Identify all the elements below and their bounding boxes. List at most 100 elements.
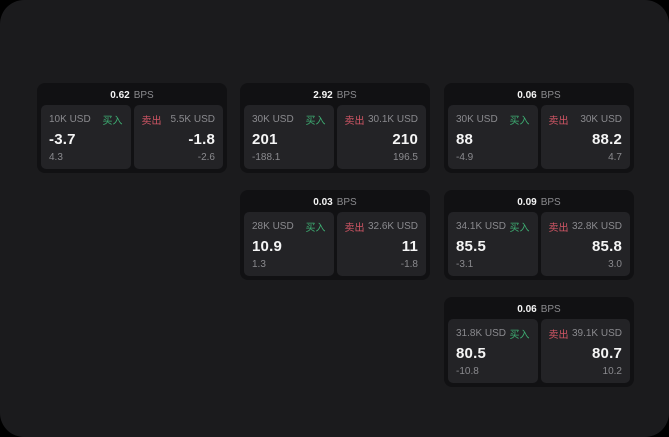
sell-label: 卖出 bbox=[548, 116, 569, 127]
sell-tile[interactable]: 卖出 30.1K USD 210 196.5 bbox=[336, 105, 426, 169]
quote-card: 0.06 BPS 30K USD 买入 88 -4.9 卖出 30K USD 8… bbox=[444, 83, 634, 173]
buy-tile[interactable]: 10K USD 买入 -3.7 4.3 bbox=[41, 105, 131, 169]
spread-unit-label: BPS bbox=[336, 197, 357, 208]
buy-label: 买入 bbox=[305, 223, 326, 234]
buy-label: 买入 bbox=[509, 223, 530, 234]
buy-delta: -3.1 bbox=[456, 259, 474, 270]
sell-tile-top: 卖出 32.8K USD bbox=[549, 219, 623, 234]
buy-delta: -188.1 bbox=[252, 152, 281, 163]
buy-price: 10.9 bbox=[252, 238, 282, 255]
buy-tile[interactable]: 28K USD 买入 10.9 1.3 bbox=[244, 212, 334, 276]
spread-value: 0.09 bbox=[517, 197, 537, 208]
quote-card-body: 30K USD 买入 88 -4.9 卖出 30K USD 88.2 4.7 bbox=[448, 105, 630, 169]
spread-value: 0.03 bbox=[313, 197, 333, 208]
spread-header: 2.92 BPS bbox=[244, 87, 426, 104]
spread-unit-label: BPS bbox=[540, 90, 561, 101]
buy-delta: 1.3 bbox=[252, 259, 266, 270]
sell-tile-top: 卖出 30K USD bbox=[549, 112, 623, 127]
sell-delta: 10.2 bbox=[602, 366, 622, 377]
buy-amount: 10K USD bbox=[49, 114, 91, 125]
quote-card: 0.09 BPS 34.1K USD 买入 85.5 -3.1 卖出 32.8K… bbox=[444, 190, 634, 280]
spread-value: 0.06 bbox=[517, 304, 537, 315]
buy-tile[interactable]: 30K USD 买入 201 -188.1 bbox=[244, 105, 334, 169]
buy-price: 85.5 bbox=[456, 238, 486, 255]
buy-amount: 31.8K USD bbox=[456, 328, 507, 339]
sell-price: -1.8 bbox=[188, 131, 215, 148]
buy-tile-top: 34.1K USD 买入 bbox=[456, 219, 530, 234]
sell-amount: 5.5K USD bbox=[170, 114, 215, 125]
sell-tile-top: 卖出 30.1K USD bbox=[345, 112, 419, 127]
buy-delta: -10.8 bbox=[456, 366, 479, 377]
sell-price: 210 bbox=[392, 131, 418, 148]
sell-price: 11 bbox=[401, 238, 418, 255]
quote-card-body: 34.1K USD 买入 85.5 -3.1 卖出 32.8K USD 85.8… bbox=[448, 212, 630, 276]
buy-tile[interactable]: 30K USD 买入 88 -4.9 bbox=[448, 105, 538, 169]
buy-label: 买入 bbox=[102, 116, 123, 127]
sell-delta: 3.0 bbox=[608, 259, 622, 270]
buy-price: 80.5 bbox=[456, 345, 486, 362]
sell-delta: 4.7 bbox=[608, 152, 622, 163]
sell-tile-top: 卖出 39.1K USD bbox=[549, 326, 623, 341]
spread-unit-label: BPS bbox=[133, 90, 154, 101]
buy-amount: 30K USD bbox=[456, 114, 498, 125]
sell-delta: -1.8 bbox=[400, 259, 418, 270]
sell-tile-top: 卖出 32.6K USD bbox=[345, 219, 419, 234]
sell-label: 卖出 bbox=[344, 116, 365, 127]
buy-price: 88 bbox=[456, 131, 474, 148]
buy-tile-top: 30K USD 买入 bbox=[456, 112, 530, 127]
sell-label: 卖出 bbox=[548, 223, 569, 234]
buy-tile-top: 28K USD 买入 bbox=[252, 219, 326, 234]
sell-delta: -2.6 bbox=[197, 152, 215, 163]
sell-amount: 32.8K USD bbox=[571, 221, 622, 232]
spread-header: 0.09 BPS bbox=[448, 194, 630, 211]
sell-amount: 32.6K USD bbox=[367, 221, 418, 232]
spread-header: 0.06 BPS bbox=[448, 301, 630, 318]
sell-tile[interactable]: 卖出 32.6K USD 11 -1.8 bbox=[336, 212, 426, 276]
buy-label: 买入 bbox=[509, 330, 530, 341]
buy-label: 买入 bbox=[509, 116, 530, 127]
quote-card: 0.03 BPS 28K USD 买入 10.9 1.3 卖出 32.6K US… bbox=[240, 190, 430, 280]
sell-price: 85.8 bbox=[592, 238, 622, 255]
quote-card: 2.92 BPS 30K USD 买入 201 -188.1 卖出 30.1K … bbox=[240, 83, 430, 173]
sell-amount: 30.1K USD bbox=[367, 114, 418, 125]
buy-tile-top: 31.8K USD 买入 bbox=[456, 326, 530, 341]
sell-tile[interactable]: 卖出 32.8K USD 85.8 3.0 bbox=[540, 212, 630, 276]
quote-card-body: 30K USD 买入 201 -188.1 卖出 30.1K USD 210 1… bbox=[244, 105, 426, 169]
buy-tile-top: 30K USD 买入 bbox=[252, 112, 326, 127]
buy-label: 买入 bbox=[305, 116, 326, 127]
sell-amount: 30K USD bbox=[580, 114, 622, 125]
buy-amount: 30K USD bbox=[252, 114, 294, 125]
spread-unit-label: BPS bbox=[540, 197, 561, 208]
quote-card-body: 10K USD 买入 -3.7 4.3 卖出 5.5K USD -1.8 -2.… bbox=[41, 105, 223, 169]
spread-header: 0.62 BPS bbox=[41, 87, 223, 104]
buy-delta: -4.9 bbox=[456, 152, 474, 163]
quote-card: 0.06 BPS 31.8K USD 买入 80.5 -10.8 卖出 39.1… bbox=[444, 297, 634, 387]
sell-amount: 39.1K USD bbox=[571, 328, 622, 339]
sell-label: 卖出 bbox=[141, 116, 162, 127]
buy-tile[interactable]: 31.8K USD 买入 80.5 -10.8 bbox=[448, 319, 538, 383]
buy-price: 201 bbox=[252, 131, 278, 148]
sell-tile[interactable]: 卖出 30K USD 88.2 4.7 bbox=[540, 105, 630, 169]
buy-amount: 28K USD bbox=[252, 221, 294, 232]
quote-card-body: 31.8K USD 买入 80.5 -10.8 卖出 39.1K USD 80.… bbox=[448, 319, 630, 383]
quote-card-body: 28K USD 买入 10.9 1.3 卖出 32.6K USD 11 -1.8 bbox=[244, 212, 426, 276]
sell-tile[interactable]: 卖出 5.5K USD -1.8 -2.6 bbox=[133, 105, 223, 169]
sell-tile-top: 卖出 5.5K USD bbox=[142, 112, 216, 127]
sell-delta: 196.5 bbox=[392, 152, 418, 163]
buy-price: -3.7 bbox=[49, 131, 76, 148]
spread-value: 2.92 bbox=[313, 90, 333, 101]
buy-tile[interactable]: 34.1K USD 买入 85.5 -3.1 bbox=[448, 212, 538, 276]
sell-tile[interactable]: 卖出 39.1K USD 80.7 10.2 bbox=[540, 319, 630, 383]
buy-delta: 4.3 bbox=[49, 152, 63, 163]
sell-label: 卖出 bbox=[344, 223, 365, 234]
quote-card: 0.62 BPS 10K USD 买入 -3.7 4.3 卖出 5.5K USD… bbox=[37, 83, 227, 173]
spread-unit-label: BPS bbox=[336, 90, 357, 101]
spread-header: 0.03 BPS bbox=[244, 194, 426, 211]
spread-header: 0.06 BPS bbox=[448, 87, 630, 104]
spread-unit-label: BPS bbox=[540, 304, 561, 315]
sell-price: 88.2 bbox=[592, 131, 622, 148]
spread-value: 0.06 bbox=[517, 90, 537, 101]
sell-label: 卖出 bbox=[548, 330, 569, 341]
buy-tile-top: 10K USD 买入 bbox=[49, 112, 123, 127]
